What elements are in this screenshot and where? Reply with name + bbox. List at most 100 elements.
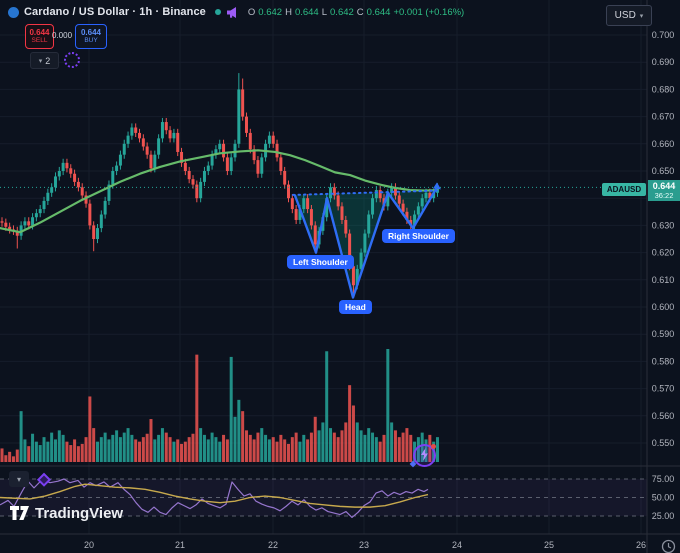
candle xyxy=(287,184,290,199)
notification-dot-icon xyxy=(431,444,436,449)
buy-button[interactable]: 0.644 BUY xyxy=(75,24,107,49)
candle xyxy=(332,187,336,196)
axis-label: 26 xyxy=(636,540,646,550)
pattern-zigzag[interactable] xyxy=(293,186,439,299)
volume-bar xyxy=(145,433,149,462)
price-axis[interactable]: 0.700 0.690 0.680 0.670 0.660 0.650 0.630 0.620… xyxy=(652,30,675,448)
sell-button[interactable]: 0.644 SELL xyxy=(25,24,54,49)
candle xyxy=(233,143,237,158)
volume-bar xyxy=(31,433,35,462)
axis-label: 0.690 xyxy=(652,57,675,67)
candle xyxy=(313,225,317,245)
symbol-price-label[interactable]: ADAUSD xyxy=(602,183,646,196)
axis-label: 24 xyxy=(452,540,462,550)
volume-bar xyxy=(283,439,287,462)
rsi-line[interactable] xyxy=(0,478,429,519)
candle xyxy=(53,176,57,188)
volume-bar xyxy=(374,437,378,462)
volume-bar xyxy=(50,432,54,462)
candle xyxy=(8,226,12,230)
candle xyxy=(302,198,306,210)
volume-bar xyxy=(69,445,73,462)
indicator-collapse-button[interactable]: ▾ xyxy=(9,471,29,487)
time-axis[interactable]: 20 21 22 23 24 25 26 xyxy=(84,540,646,550)
rsi-ma-line[interactable] xyxy=(0,483,429,508)
candle xyxy=(256,160,260,174)
indicator-axis[interactable]: 75.00 50.00 25.00 xyxy=(652,474,675,521)
volume-bar xyxy=(298,441,302,462)
volume-bar xyxy=(27,446,31,462)
head-shoulders-pattern[interactable] xyxy=(292,182,441,299)
volume-bar xyxy=(153,439,157,462)
pattern-label-left-shoulder[interactable]: Left Shoulder xyxy=(287,255,354,269)
chevron-down-icon: ▾ xyxy=(639,12,644,20)
pattern-label-head[interactable]: Head xyxy=(339,300,372,314)
megaphone-icon[interactable] xyxy=(226,6,239,19)
volume-bar xyxy=(309,432,313,462)
candle xyxy=(432,192,436,199)
volume-bar xyxy=(241,411,245,462)
volume-bar xyxy=(371,432,375,462)
candle xyxy=(405,211,409,220)
candle xyxy=(141,138,145,147)
symbol-title[interactable]: Cardano / US Dollar · 1h · Binance xyxy=(24,6,206,18)
candle xyxy=(416,206,420,215)
moving-average-line[interactable] xyxy=(0,149,439,234)
candle-count-dropdown[interactable]: ▾ 2 xyxy=(30,52,59,69)
volume-bar xyxy=(115,430,119,462)
candle xyxy=(283,171,287,185)
volume-bar xyxy=(210,432,214,462)
volume-bar xyxy=(191,433,195,462)
volume-bar xyxy=(336,437,340,462)
candle xyxy=(199,181,203,199)
volume-bar xyxy=(222,434,226,462)
candle xyxy=(0,221,4,223)
chevron-down-icon: ▾ xyxy=(16,474,21,484)
volume-bar xyxy=(290,437,294,462)
ohlc-readout: O 0.642 H 0.644 L 0.642 C 0.644 +0.001 (+0.1… xyxy=(248,7,464,18)
candle xyxy=(309,209,313,226)
candle xyxy=(23,221,27,226)
candle xyxy=(348,233,352,267)
flash-icon[interactable] xyxy=(409,444,436,468)
volume-bar xyxy=(122,432,126,462)
candle xyxy=(107,184,111,201)
current-price-badge[interactable]: 0.644 36:22 xyxy=(648,180,680,201)
candle xyxy=(306,198,310,210)
volume-bar xyxy=(252,439,256,462)
candle xyxy=(241,89,245,117)
axis-label: 0.660 xyxy=(652,139,675,149)
candle xyxy=(65,162,69,169)
axis-label: 50.00 xyxy=(652,493,675,503)
tradingview-attribution[interactable]: TradingView xyxy=(10,505,123,522)
candle xyxy=(73,173,77,182)
clock-icon[interactable] xyxy=(661,539,676,553)
candle xyxy=(57,171,61,177)
cardano-logo-icon[interactable] xyxy=(8,6,19,18)
candle xyxy=(294,209,298,220)
candle xyxy=(260,157,264,174)
candle xyxy=(248,132,252,150)
volume-bar xyxy=(256,432,260,462)
volume-bar xyxy=(187,437,191,462)
volume-bar xyxy=(202,434,206,462)
candle xyxy=(164,122,168,131)
candle xyxy=(4,222,8,227)
currency-dropdown[interactable]: USD ▾ xyxy=(606,5,652,26)
sync-icon[interactable] xyxy=(64,52,80,68)
candle xyxy=(225,157,229,171)
candle xyxy=(374,190,378,199)
candle xyxy=(115,165,119,171)
volume-bars xyxy=(0,349,439,462)
pattern-neckline[interactable] xyxy=(292,189,438,196)
candle xyxy=(340,206,344,220)
pattern-label-right-shoulder[interactable]: Right Shoulder xyxy=(382,229,455,243)
volume-bar xyxy=(61,434,65,462)
symbol-header: Cardano / US Dollar · 1h · Binance O 0.64… xyxy=(8,4,464,20)
candle xyxy=(126,135,130,144)
rsi-event-marker-icon[interactable] xyxy=(36,472,52,487)
low-label: L xyxy=(321,6,328,18)
candle xyxy=(176,132,180,152)
